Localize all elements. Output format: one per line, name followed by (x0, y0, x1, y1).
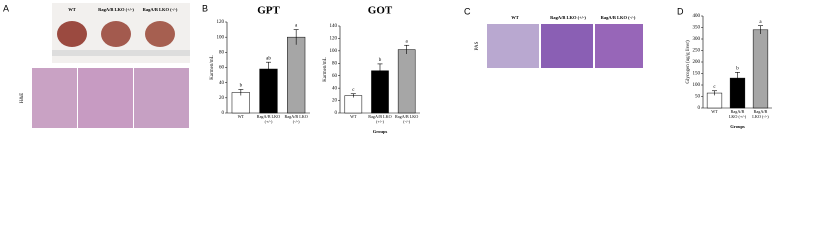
x-tick-label: RagA/B LKO (-/-) (284, 115, 308, 124)
x-tick-label-box: RagA/B LKO (+/-) (728, 110, 747, 119)
y-tick-label: 80 (219, 50, 225, 55)
y-axis-label: Glycogen (ug/g liver) (686, 40, 691, 84)
x-tick-label: WT (350, 115, 357, 119)
significance-label: c (352, 88, 355, 93)
error-bar (377, 63, 383, 78)
y-tick-label: 200 (693, 60, 701, 65)
image-label: WT (68, 7, 76, 12)
panel-label: B (202, 3, 208, 13)
error-bar (350, 93, 356, 98)
x-tick-label-box: RagA/B LKO (+/-) (368, 115, 392, 124)
x-tick-label-box: RagA/B LKO (-/-) (284, 115, 308, 124)
y-tick-label: 80 (332, 61, 338, 66)
x-tick-label: WT (237, 115, 245, 119)
image-label: WT (511, 15, 519, 20)
x-tick-label: RagA/B LKO (+/-) (728, 110, 747, 119)
y-tick-label: 140 (330, 24, 338, 29)
significance-label: b (240, 84, 243, 89)
image-label: RagA/B LKO (-/-) (601, 15, 636, 20)
error-bar (238, 89, 244, 96)
bar (752, 29, 769, 109)
significance-label: b (736, 66, 739, 71)
stain-label: PAS (475, 41, 480, 50)
stain-label: H&E (20, 93, 25, 104)
x-tick-label-box: WT (350, 115, 357, 119)
y-tick-label: 250 (693, 49, 701, 54)
significance-label: c (713, 85, 716, 90)
y-tick-label: 0 (698, 106, 701, 111)
x-tick-label-box: RagA/B LKO (-/-) (394, 115, 419, 124)
x-axis-label: Groups (373, 129, 388, 134)
liver-photos (52, 3, 190, 63)
bar (287, 36, 306, 114)
figure: A B C D WT RagA/B LKO (+/-) RagA/B LKO (… (3, 3, 772, 134)
y-tick-label: 20 (332, 99, 338, 104)
y-tick-label: 20 (219, 96, 225, 101)
bar (397, 49, 416, 114)
y-tick-label: 60 (332, 74, 338, 79)
x-axis-label: Groups (730, 124, 745, 129)
error-bar (712, 90, 717, 96)
image-label: RagA/B LKO (+/-) (550, 15, 586, 20)
x-tick-label: RagA/B LKO (-/-) (752, 110, 769, 119)
y-tick-label: 350 (693, 26, 701, 31)
significance-label: a (406, 39, 409, 44)
chart-title: GPT (257, 5, 280, 17)
x-tick-label-box: RagA/B LKO (-/-) (752, 110, 769, 119)
y-axis-label: Karmen/mL (210, 55, 215, 79)
panel-label: A (3, 3, 9, 13)
y-tick-label: 50 (695, 95, 701, 100)
error-bar (293, 29, 299, 45)
error-bar (735, 72, 740, 84)
y-tick-label: 400 (693, 14, 701, 19)
x-tick-label-box: RagA/B LKO (+/-) (256, 115, 281, 124)
y-tick-label: 0 (335, 111, 338, 116)
bar (344, 95, 363, 114)
significance-label: a (295, 24, 298, 29)
significance-label: b (379, 58, 382, 63)
y-tick-label: 120 (330, 37, 338, 42)
error-bar (266, 61, 271, 76)
x-tick-label-box: WT (711, 110, 718, 114)
he-images (32, 68, 189, 128)
y-tick-label: 60 (219, 66, 225, 71)
x-tick-label: WT (711, 110, 718, 114)
x-tick-label: RagA/B LKO (+/-) (256, 115, 281, 124)
y-tick-label: 40 (332, 86, 338, 91)
y-tick-label: 120 (217, 20, 225, 25)
y-tick-label: 100 (217, 35, 225, 40)
y-tick-label: 100 (693, 83, 701, 88)
chart-title: GOT (368, 5, 393, 17)
significance-label: a (759, 20, 762, 25)
x-tick-label-box: WT (237, 115, 245, 119)
error-bar (758, 25, 763, 34)
y-axis-label: Karmen/mL (323, 57, 328, 81)
image-label: RagA/B LKO (+/-) (98, 7, 134, 12)
y-tick-label: 150 (693, 72, 701, 77)
panel-label: C (464, 6, 471, 16)
y-tick-label: 40 (219, 81, 225, 86)
error-bar (404, 44, 410, 54)
x-tick-label: RagA/B LKO (-/-) (394, 115, 419, 124)
significance-label: ab (266, 56, 271, 61)
y-tick-label: 100 (330, 49, 338, 54)
panel-label: D (677, 6, 684, 16)
y-tick-label: 300 (693, 37, 701, 42)
bar (231, 92, 250, 114)
x-tick-label: RagA/B LKO (+/-) (368, 115, 392, 124)
pas-images (487, 24, 643, 68)
y-tick-label: 0 (222, 111, 225, 116)
image-label: RagA/B LKO (-/-) (143, 7, 178, 12)
